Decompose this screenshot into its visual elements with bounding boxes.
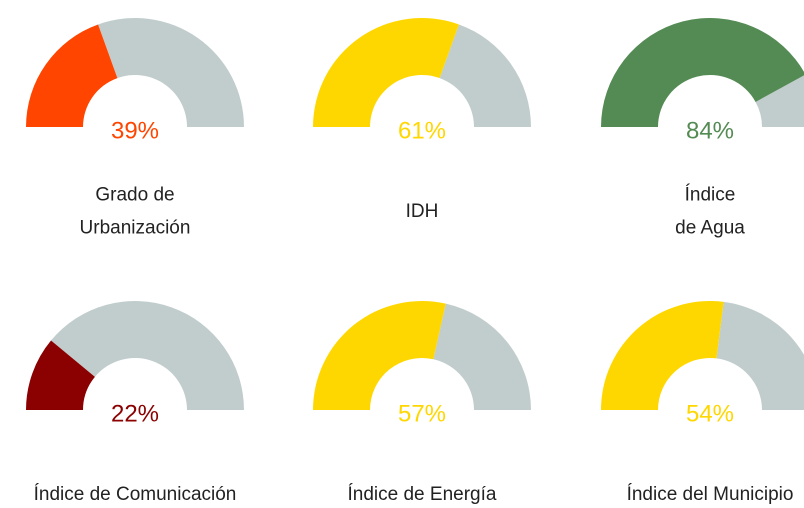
gauge-value-label: 61% xyxy=(398,117,446,144)
gauge-value-label: 84% xyxy=(686,117,734,144)
gauge-track xyxy=(51,300,245,410)
gauge-track xyxy=(716,301,804,410)
gauge-title: Grado de xyxy=(95,185,174,206)
gauge-value-arc xyxy=(313,17,459,128)
gauge-track xyxy=(755,75,804,127)
gauge-title: IDH xyxy=(406,201,439,222)
gauge-value-arc xyxy=(313,301,446,410)
gauge-value-arc xyxy=(601,301,724,410)
gauge-value-arc xyxy=(25,24,118,127)
gauge-title: Índice de Energía xyxy=(348,484,497,505)
gauge-value-label: 54% xyxy=(686,400,734,427)
gauge-value-label: 22% xyxy=(111,400,159,427)
gauge-title: Índice de Comunicación xyxy=(34,484,237,505)
gauge-title: Índice del Municipio xyxy=(627,484,794,505)
gauge-title: de Agua xyxy=(675,218,745,239)
gauge-title: Índice xyxy=(685,185,736,206)
gauge-track xyxy=(98,17,244,128)
gauge-value-arc xyxy=(26,340,95,410)
gauge-track xyxy=(433,303,531,410)
gauge-value-label: 57% xyxy=(398,400,446,427)
gauge-value-label: 39% xyxy=(111,117,159,144)
gauge-track xyxy=(439,24,531,127)
gauge-value-arc xyxy=(601,18,804,127)
gauge-title: Urbanización xyxy=(80,218,191,239)
